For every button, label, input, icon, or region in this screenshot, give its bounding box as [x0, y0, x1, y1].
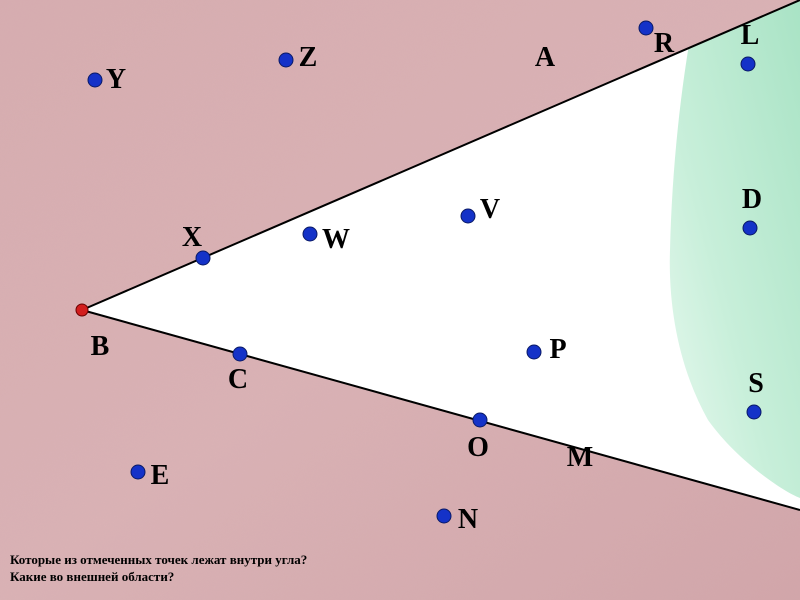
label-E: E: [151, 460, 170, 492]
label-Z: Z: [299, 42, 318, 74]
label-P: P: [549, 334, 566, 366]
label-Y: Y: [106, 64, 126, 96]
point-Y: [88, 73, 102, 87]
point-D: [743, 221, 757, 235]
question-line-2: Какие во внешней области?: [10, 569, 307, 586]
question-line-1: Которые из отмеченных точек лежат внутри…: [10, 552, 307, 569]
label-N: N: [458, 504, 478, 536]
label-V: V: [480, 194, 500, 226]
point-P: [527, 345, 541, 359]
vertex-point-B: [76, 304, 88, 316]
label-C: C: [228, 364, 248, 396]
point-O: [473, 413, 487, 427]
point-L: [741, 57, 755, 71]
point-V: [461, 209, 475, 223]
label-S: S: [748, 368, 764, 400]
label-A: A: [535, 42, 555, 74]
label-M: M: [567, 442, 593, 474]
point-S: [747, 405, 761, 419]
label-W: W: [322, 224, 350, 256]
point-Z: [279, 53, 293, 67]
diagram-stage: Y Z A R L D V W X B C P S O M E N Которые из отмеченных …: [0, 0, 800, 600]
point-E: [131, 465, 145, 479]
label-D: D: [742, 184, 762, 216]
point-W: [303, 227, 317, 241]
point-C: [233, 347, 247, 361]
label-X: X: [182, 222, 202, 254]
question-text: Которые из отмеченных точек лежат внутри…: [10, 552, 307, 586]
point-R: [639, 21, 653, 35]
point-N: [437, 509, 451, 523]
label-L: L: [741, 20, 760, 52]
label-B: B: [91, 331, 110, 363]
label-R: R: [654, 28, 674, 60]
label-O: O: [467, 432, 489, 464]
